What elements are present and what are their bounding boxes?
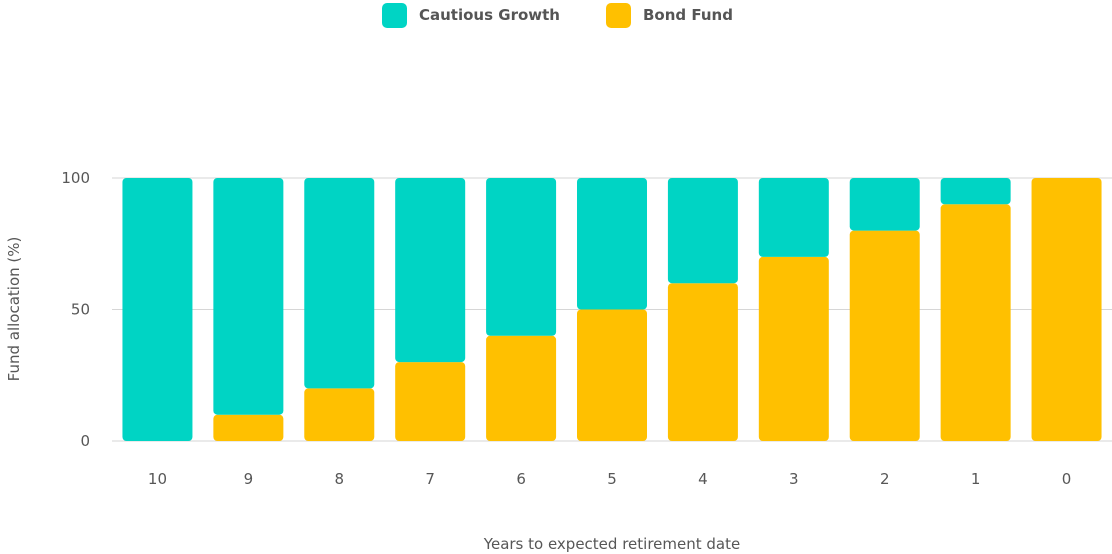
bar-cautious-growth-3[interactable] xyxy=(758,178,829,257)
bar-cautious-growth-8[interactable] xyxy=(304,178,375,389)
y-axis-label: Fund allocation (%) xyxy=(5,237,23,382)
x-axis-label: Years to expected retirement date xyxy=(483,535,740,553)
bars xyxy=(122,178,1102,442)
x-tick-label: 5 xyxy=(607,470,617,488)
x-tick-label: 4 xyxy=(698,470,708,488)
bar-bond-fund-9[interactable] xyxy=(213,414,284,441)
x-tick-labels: 10 9 8 7 6 5 4 3 2 1 0 xyxy=(148,470,1071,488)
y-tick-label: 50 xyxy=(71,301,90,319)
x-tick-label: 3 xyxy=(789,470,799,488)
x-tick-label: 9 xyxy=(244,470,254,488)
bar-bond-fund-0[interactable] xyxy=(1031,178,1102,441)
bar-bond-fund-6[interactable] xyxy=(486,335,557,441)
y-tick-label: 0 xyxy=(80,432,90,450)
bar-cautious-growth-9[interactable] xyxy=(213,178,284,415)
legend-label-cautious-growth: Cautious Growth xyxy=(419,6,560,24)
bar-cautious-growth-5[interactable] xyxy=(577,178,647,310)
bar-bond-fund-1[interactable] xyxy=(940,204,1011,441)
x-tick-label: 6 xyxy=(516,470,526,488)
bar-cautious-growth-2[interactable] xyxy=(849,178,920,231)
y-tick-label: 100 xyxy=(61,169,90,187)
bar-bond-fund-2[interactable] xyxy=(849,230,920,441)
bar-cautious-growth-1[interactable] xyxy=(940,178,1011,205)
bar-cautious-growth-10[interactable] xyxy=(122,178,193,441)
legend-label-bond-fund: Bond Fund xyxy=(643,6,733,24)
x-tick-label: 0 xyxy=(1062,470,1072,488)
legend-swatch-cautious-growth xyxy=(382,2,407,28)
bar-bond-fund-3[interactable] xyxy=(758,256,829,441)
legend-item-bond-fund[interactable]: Bond Fund xyxy=(606,2,733,28)
x-tick-label: 2 xyxy=(880,470,890,488)
bar-bond-fund-7[interactable] xyxy=(395,362,466,441)
legend: Cautious Growth Bond Fund xyxy=(0,2,1112,28)
bar-cautious-growth-6[interactable] xyxy=(486,178,557,336)
x-tick-label: 8 xyxy=(334,470,344,488)
bar-cautious-growth-7[interactable] xyxy=(395,178,466,363)
bar-bond-fund-8[interactable] xyxy=(304,388,375,441)
x-tick-label: 10 xyxy=(148,470,167,488)
x-tick-label: 7 xyxy=(425,470,435,488)
y-tick-labels: 0 50 100 xyxy=(61,169,90,450)
bar-cautious-growth-4[interactable] xyxy=(667,178,738,284)
bar-bond-fund-4[interactable] xyxy=(667,283,738,441)
legend-swatch-bond-fund xyxy=(606,2,631,28)
legend-item-cautious-growth[interactable]: Cautious Growth xyxy=(382,2,560,28)
bar-bond-fund-5[interactable] xyxy=(577,309,647,442)
x-tick-label: 1 xyxy=(971,470,981,488)
